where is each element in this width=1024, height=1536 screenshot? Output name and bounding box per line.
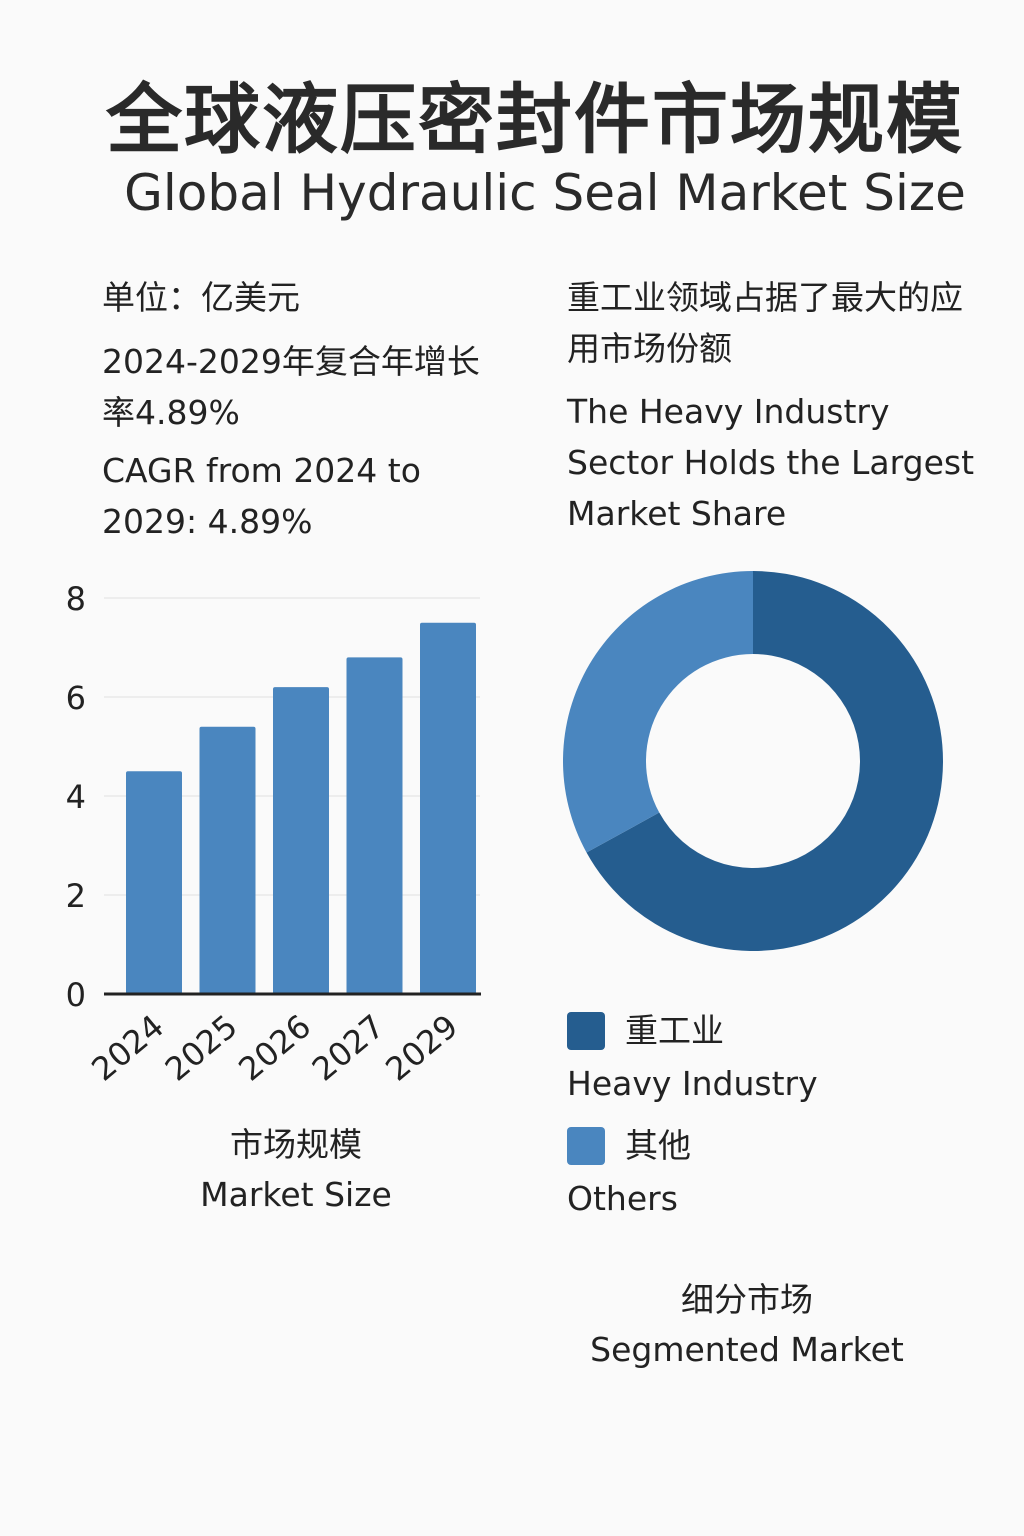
bar-2027 xyxy=(346,657,403,994)
bar-2024 xyxy=(126,771,182,994)
y-tick-label: 0 xyxy=(66,976,86,1014)
donut-slice-others xyxy=(562,571,753,853)
headline-chinese: 重工业领域占据了最大的应用市场份额 xyxy=(567,278,963,368)
unit-label: 单位：亿美元 xyxy=(102,278,300,317)
donut-chart-caption: 细分市场 Segmented Market xyxy=(547,1275,947,1375)
y-tick-label: 8 xyxy=(66,580,86,618)
x-tick-label: 2024 xyxy=(84,1007,171,1088)
title-english: Global Hydraulic Seal Market Size xyxy=(124,164,966,222)
legend-label-zh: 重工业 xyxy=(625,1011,724,1050)
caption-en: Market Size xyxy=(200,1175,392,1214)
legend-item-heavy-industry: 重工业 Heavy Industry xyxy=(567,1005,818,1109)
bar-2025 xyxy=(199,726,256,994)
y-tick-label: 6 xyxy=(66,679,86,717)
y-tick-label: 2 xyxy=(66,877,86,915)
caption-zh: 细分市场 xyxy=(681,1280,813,1319)
legend-label-zh: 其他 xyxy=(625,1126,691,1165)
bar-chart-caption: 市场规模 Market Size xyxy=(146,1120,446,1220)
headline-english: The Heavy Industry Sector Holds the Larg… xyxy=(567,392,975,533)
cagr-english: CAGR from 2024 to 2029: 4.89% xyxy=(102,451,421,541)
x-tick-label: 2026 xyxy=(231,1007,318,1088)
x-tick-label: 2027 xyxy=(305,1007,392,1088)
caption-en: Segmented Market xyxy=(590,1330,904,1369)
y-tick-label: 4 xyxy=(66,778,86,816)
title-chinese: 全球液压密封件市场规模 xyxy=(106,75,964,164)
caption-zh: 市场规模 xyxy=(230,1125,362,1164)
legend-swatch-others xyxy=(567,1126,605,1165)
legend-item-others: 其他 Others xyxy=(567,1120,691,1224)
legend-swatch-heavy xyxy=(567,1011,605,1050)
bar-2026 xyxy=(273,687,329,994)
x-tick-label: 2029 xyxy=(378,1007,465,1088)
legend-label-en: Heavy Industry xyxy=(567,1064,818,1103)
legend-label-en: Others xyxy=(567,1179,678,1218)
cagr-chinese: 2024-2029年复合年增长率4.89% xyxy=(102,342,480,432)
x-tick-label: 2025 xyxy=(158,1007,245,1088)
donut-slice-heavy-industry xyxy=(586,571,943,952)
bar-2029 xyxy=(420,622,476,994)
